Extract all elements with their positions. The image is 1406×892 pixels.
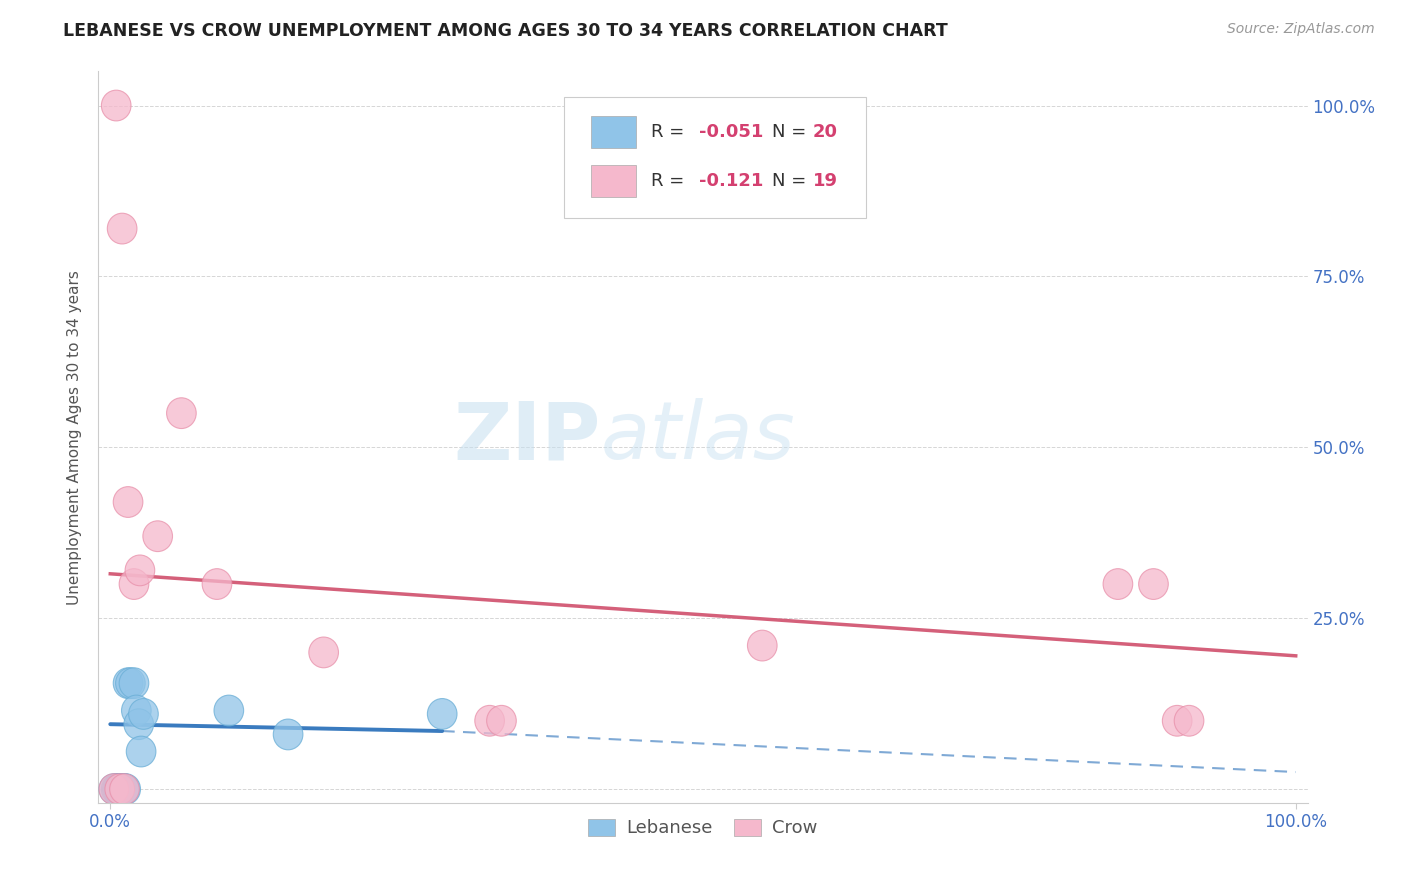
- Y-axis label: Unemployment Among Ages 30 to 34 years: Unemployment Among Ages 30 to 34 years: [67, 269, 83, 605]
- Text: 20: 20: [813, 123, 838, 141]
- Text: 19: 19: [813, 172, 838, 190]
- Text: atlas: atlas: [600, 398, 794, 476]
- Ellipse shape: [127, 736, 156, 767]
- Ellipse shape: [214, 695, 243, 726]
- Ellipse shape: [125, 555, 155, 586]
- FancyBboxPatch shape: [564, 97, 866, 218]
- Text: -0.051: -0.051: [699, 123, 763, 141]
- Ellipse shape: [120, 569, 149, 599]
- Ellipse shape: [103, 773, 132, 805]
- Ellipse shape: [111, 773, 141, 805]
- Ellipse shape: [124, 709, 153, 739]
- Text: N =: N =: [772, 123, 811, 141]
- Ellipse shape: [143, 521, 173, 551]
- Ellipse shape: [107, 773, 136, 805]
- Ellipse shape: [105, 773, 135, 805]
- Ellipse shape: [107, 213, 136, 244]
- Ellipse shape: [486, 706, 516, 736]
- Ellipse shape: [1104, 569, 1133, 599]
- Ellipse shape: [309, 637, 339, 668]
- Ellipse shape: [105, 773, 136, 805]
- Text: -0.121: -0.121: [699, 172, 763, 190]
- Ellipse shape: [202, 569, 232, 599]
- Text: Source: ZipAtlas.com: Source: ZipAtlas.com: [1227, 22, 1375, 37]
- Ellipse shape: [129, 698, 159, 730]
- Ellipse shape: [105, 773, 135, 805]
- Ellipse shape: [101, 773, 131, 805]
- Text: LEBANESE VS CROW UNEMPLOYMENT AMONG AGES 30 TO 34 YEARS CORRELATION CHART: LEBANESE VS CROW UNEMPLOYMENT AMONG AGES…: [63, 22, 948, 40]
- Ellipse shape: [1163, 706, 1192, 736]
- Ellipse shape: [427, 698, 457, 730]
- Text: R =: R =: [651, 123, 690, 141]
- Ellipse shape: [121, 695, 152, 726]
- Ellipse shape: [101, 90, 131, 121]
- Ellipse shape: [114, 487, 143, 517]
- Ellipse shape: [748, 630, 778, 661]
- Ellipse shape: [120, 668, 149, 698]
- Ellipse shape: [104, 773, 134, 805]
- Ellipse shape: [98, 773, 129, 805]
- Ellipse shape: [1139, 569, 1168, 599]
- Ellipse shape: [108, 773, 138, 805]
- Ellipse shape: [110, 773, 139, 805]
- Bar: [591, 165, 637, 197]
- Text: R =: R =: [651, 172, 690, 190]
- Ellipse shape: [98, 773, 129, 805]
- Ellipse shape: [114, 668, 143, 698]
- Bar: [591, 116, 637, 148]
- Ellipse shape: [166, 398, 197, 428]
- Text: N =: N =: [772, 172, 811, 190]
- Ellipse shape: [475, 706, 505, 736]
- Ellipse shape: [273, 719, 302, 750]
- Legend: Lebanese, Crow: Lebanese, Crow: [579, 810, 827, 847]
- Ellipse shape: [110, 773, 139, 805]
- Text: ZIP: ZIP: [453, 398, 600, 476]
- Ellipse shape: [115, 668, 145, 698]
- Ellipse shape: [1174, 706, 1204, 736]
